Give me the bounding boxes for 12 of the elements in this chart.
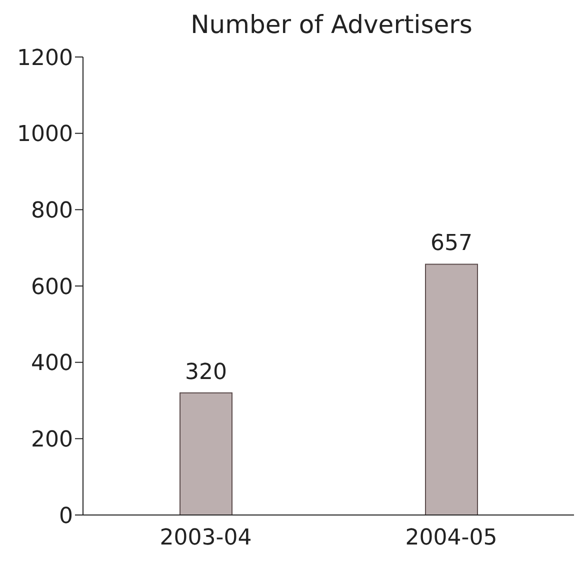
x-tick-label: 2004-05 — [405, 526, 498, 551]
chart-title: Number of Advertisers — [190, 10, 474, 39]
y-tick-label: 200 — [31, 427, 73, 452]
y-tick-label: 600 — [31, 274, 73, 300]
data-label: 320 — [185, 360, 227, 385]
y-tick-label: 1000 — [17, 122, 73, 148]
x-tick-label: 2003-04 — [160, 526, 252, 551]
y-tick-label: 1200 — [17, 46, 73, 71]
y-tick-label: 400 — [31, 351, 73, 376]
data-label: 657 — [430, 231, 472, 256]
y-tick-label: 800 — [31, 198, 73, 224]
y-tick-label: 0 — [59, 504, 73, 529]
